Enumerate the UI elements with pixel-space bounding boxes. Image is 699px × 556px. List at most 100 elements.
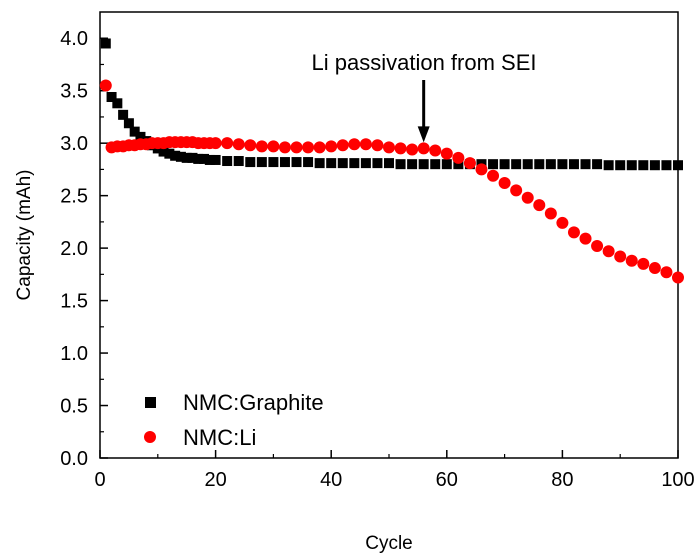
data-point bbox=[123, 118, 134, 129]
data-point bbox=[452, 151, 465, 164]
x-axis-title: Cycle bbox=[365, 533, 413, 554]
data-point bbox=[591, 240, 604, 253]
annotation-text: Li passivation from SEI bbox=[312, 50, 537, 75]
x-tick-label: 20 bbox=[204, 469, 226, 491]
data-point bbox=[204, 154, 215, 165]
data-point bbox=[348, 138, 361, 151]
data-point bbox=[256, 157, 267, 168]
legend-label-graphite: NMC:Graphite bbox=[183, 390, 324, 415]
data-point bbox=[672, 271, 684, 284]
x-axis: 0 20 40 60 80 100 bbox=[94, 450, 695, 491]
data-point bbox=[325, 140, 338, 153]
data-point bbox=[118, 109, 129, 120]
data-point bbox=[222, 156, 233, 167]
data-point bbox=[164, 148, 175, 159]
data-point bbox=[244, 139, 257, 152]
data-point bbox=[441, 159, 452, 170]
data-point bbox=[303, 157, 314, 168]
data-point bbox=[499, 159, 510, 170]
data-point bbox=[406, 143, 419, 156]
y-axis: 0.0 0.5 1.0 1.5 2.0 2.5 3.0 3.5 4.0 bbox=[60, 28, 108, 470]
data-point bbox=[106, 92, 117, 103]
y-tick-label: 1.5 bbox=[60, 291, 88, 313]
y-tick-label: 3.5 bbox=[60, 81, 88, 103]
data-point bbox=[521, 191, 534, 204]
data-point bbox=[533, 199, 546, 212]
data-point bbox=[210, 154, 221, 165]
data-point bbox=[175, 151, 186, 162]
data-point bbox=[302, 141, 315, 154]
data-point bbox=[268, 157, 279, 168]
y-tick-label: 0.5 bbox=[60, 396, 88, 418]
data-point bbox=[384, 158, 394, 169]
legend-label-li: NMC:Li bbox=[183, 425, 256, 450]
data-point bbox=[417, 142, 430, 155]
data-point bbox=[255, 140, 268, 153]
data-point bbox=[580, 159, 591, 170]
legend-marker-square bbox=[145, 397, 156, 408]
data-point bbox=[463, 157, 476, 170]
data-point bbox=[193, 153, 204, 164]
data-point bbox=[498, 177, 511, 190]
data-point bbox=[372, 158, 383, 169]
data-point bbox=[511, 159, 522, 170]
data-point bbox=[209, 137, 222, 150]
data-point bbox=[625, 254, 638, 267]
y-tick-label: 2.0 bbox=[60, 238, 88, 260]
data-point bbox=[135, 131, 146, 142]
data-point bbox=[510, 184, 523, 197]
y-tick-label: 0.0 bbox=[60, 448, 88, 470]
data-point bbox=[291, 157, 302, 168]
series-0 bbox=[100, 38, 683, 171]
data-point bbox=[487, 169, 500, 182]
data-point bbox=[326, 158, 337, 169]
x-tick-label: 100 bbox=[661, 469, 694, 491]
data-point bbox=[614, 250, 627, 263]
data-point bbox=[661, 160, 672, 171]
data-point bbox=[418, 159, 429, 170]
data-point bbox=[638, 160, 649, 171]
data-point bbox=[407, 159, 418, 170]
data-point bbox=[626, 160, 637, 171]
data-point bbox=[232, 138, 245, 151]
data-point bbox=[158, 146, 169, 157]
y-tick-label: 4.0 bbox=[60, 28, 88, 50]
data-point bbox=[359, 138, 372, 151]
legend-item-graphite: NMC:Graphite bbox=[145, 390, 324, 415]
data-point bbox=[112, 98, 123, 109]
data-point bbox=[394, 142, 407, 155]
data-point bbox=[430, 159, 441, 170]
data-point bbox=[602, 245, 615, 258]
data-point bbox=[673, 160, 683, 171]
data-point bbox=[279, 157, 290, 168]
data-point bbox=[170, 150, 181, 161]
data-point bbox=[129, 126, 140, 137]
data-point bbox=[199, 153, 210, 164]
data-point bbox=[637, 257, 650, 270]
data-point bbox=[221, 137, 234, 150]
data-point bbox=[313, 141, 326, 154]
legend-item-li: NMC:Li bbox=[144, 425, 256, 450]
data-point bbox=[488, 159, 499, 170]
legend: NMC:Graphite NMC:Li bbox=[144, 390, 324, 450]
data-point bbox=[556, 216, 569, 229]
data-point bbox=[579, 232, 592, 245]
y-tick-label: 3.0 bbox=[60, 133, 88, 155]
data-point bbox=[360, 158, 371, 169]
data-point bbox=[522, 159, 533, 170]
data-point bbox=[534, 159, 545, 170]
data-point bbox=[440, 147, 453, 160]
data-point bbox=[453, 159, 464, 170]
data-point bbox=[544, 207, 557, 220]
x-tick-label: 40 bbox=[320, 469, 342, 491]
series-1 bbox=[99, 79, 684, 284]
data-point bbox=[395, 159, 406, 170]
annotation: Li passivation from SEI bbox=[312, 50, 537, 143]
data-point bbox=[557, 159, 568, 170]
series-layer bbox=[99, 38, 684, 284]
data-point bbox=[545, 159, 556, 170]
data-point bbox=[181, 152, 192, 163]
x-tick-label: 60 bbox=[436, 469, 458, 491]
x-tick-label: 80 bbox=[551, 469, 573, 491]
